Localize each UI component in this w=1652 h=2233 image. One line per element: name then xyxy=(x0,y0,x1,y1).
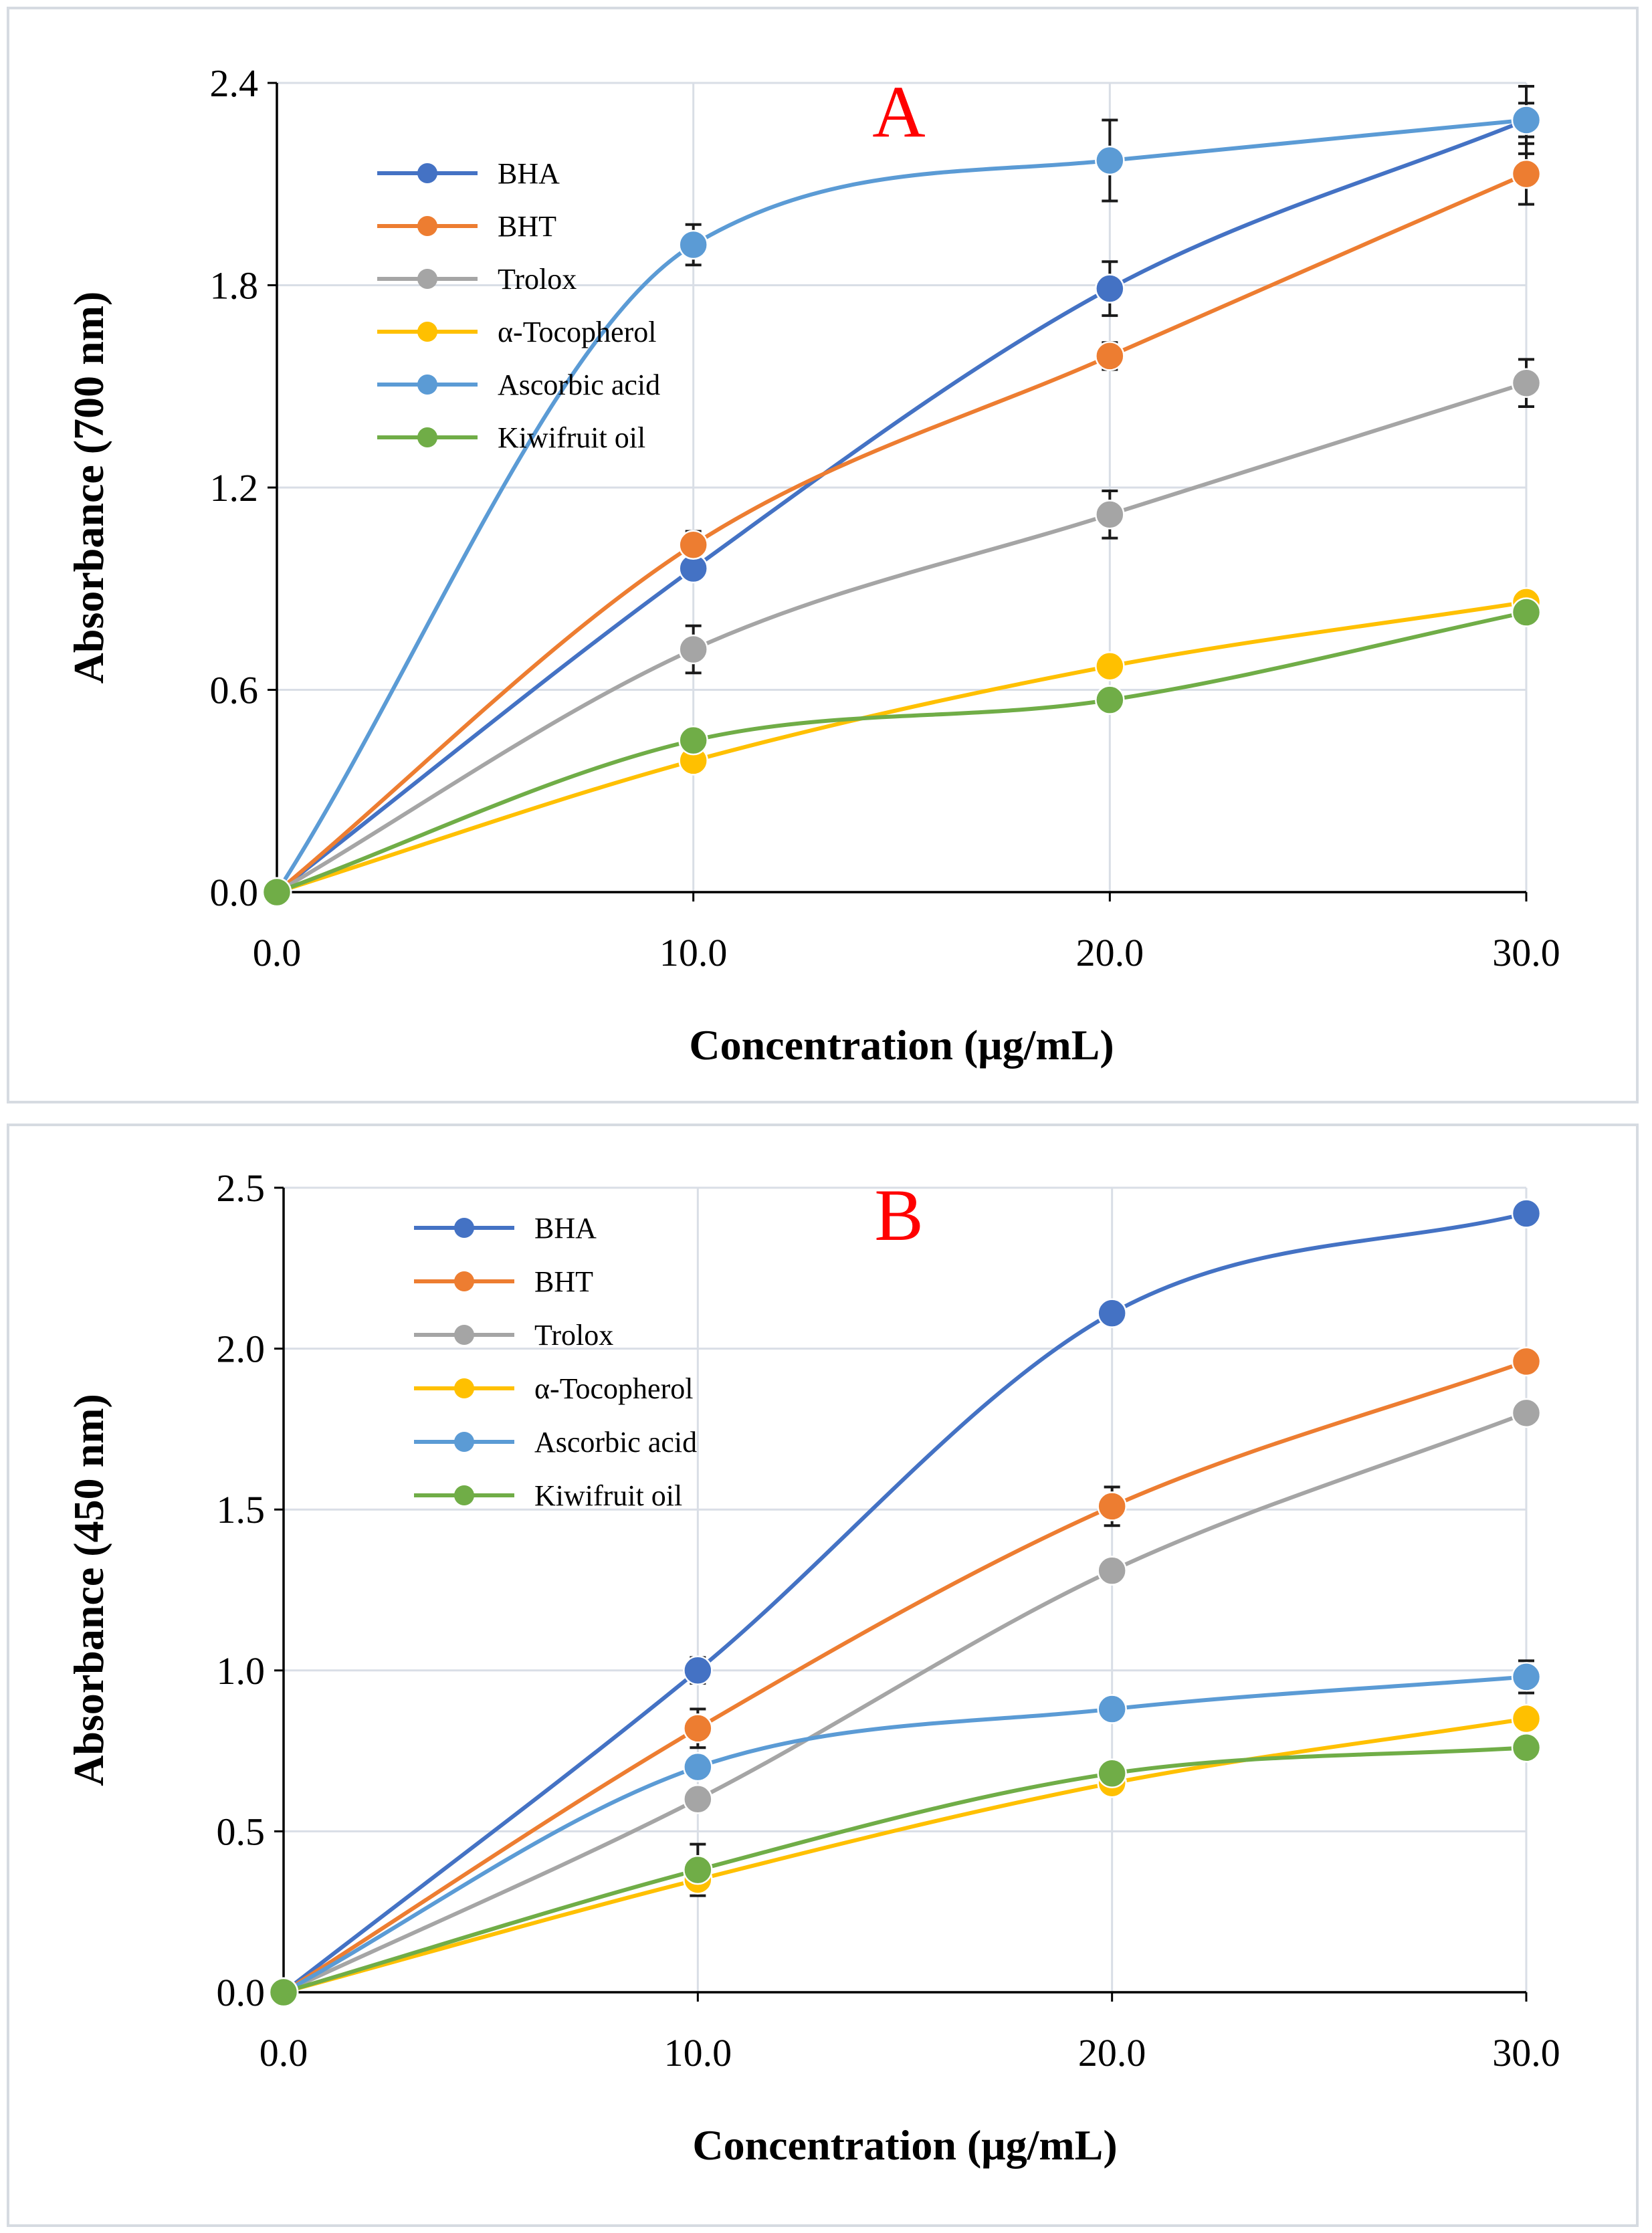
legend-swatch-marker xyxy=(454,1325,474,1345)
chart-a-svg: 0.0 0.6 1.2 1.8 2.4 0.0 10.0 20.0 30.0 Concentrat… xyxy=(65,62,1560,1069)
legend-swatch-marker xyxy=(454,1218,474,1238)
y-tick-label: 0.5 xyxy=(217,1810,266,1853)
chart-b-svg: 0.0 0.5 1.0 1.5 2.0 2.5 0.0 10.0 20.0 30.0 Concent… xyxy=(65,1166,1560,2169)
series-line-kiwifruit-oil xyxy=(276,610,1527,894)
y-axis-title: Absorbance (450 nm) xyxy=(65,1394,112,1786)
y-tick-label: 0.6 xyxy=(210,669,259,712)
data-point xyxy=(1095,685,1125,715)
legend-label: Ascorbic acid xyxy=(498,368,660,401)
data-point xyxy=(1097,1694,1127,1724)
y-tick-label: 0.0 xyxy=(210,871,259,914)
legend-swatch-marker xyxy=(417,216,437,236)
legend-swatch-marker xyxy=(417,322,437,342)
legend-label: Trolox xyxy=(534,1319,613,1352)
legend-label: Ascorbic acid xyxy=(534,1426,697,1459)
series-line-bha xyxy=(276,118,1528,894)
y-tick-label: 0.0 xyxy=(217,1971,266,2014)
y-tick-label: 2.0 xyxy=(217,1327,266,1371)
data-point xyxy=(1097,1298,1127,1328)
legend-label: Kiwifruit oil xyxy=(534,1479,682,1512)
legend-swatch-marker xyxy=(417,269,437,289)
legend-swatch-marker xyxy=(417,163,437,183)
data-point xyxy=(1511,1662,1542,1692)
legend-label: Trolox xyxy=(498,263,577,296)
data-point xyxy=(1511,158,1542,189)
legend-swatch-marker xyxy=(454,1432,474,1452)
legend-label: BHA xyxy=(498,157,560,190)
y-tick-label: 1.2 xyxy=(210,466,259,510)
data-point xyxy=(683,1655,713,1686)
x-tick-label: 0.0 xyxy=(253,931,302,974)
data-point xyxy=(678,634,708,665)
data-point xyxy=(1097,1491,1127,1521)
legend-swatch-marker xyxy=(454,1378,474,1398)
data-point xyxy=(1511,1346,1542,1377)
y-tick-label: 1.0 xyxy=(217,1649,266,1693)
legend-swatch-marker xyxy=(454,1271,474,1291)
series-line-trolox xyxy=(282,1410,1528,1994)
series-line-bha xyxy=(282,1211,1527,1994)
series-line-ascorbic-acid xyxy=(275,118,1527,893)
data-point xyxy=(678,229,708,260)
series-line-alpha_tocopherol xyxy=(283,1717,1527,1994)
data-point xyxy=(1095,145,1125,176)
y-tick-label: 1.5 xyxy=(217,1488,266,1531)
x-axis-title: Concentration (μg/mL) xyxy=(692,2121,1117,2169)
series-line-kiwifruit-oil xyxy=(283,1745,1527,1994)
x-tick-label: 20.0 xyxy=(1078,2031,1146,2075)
panel-label: A xyxy=(872,71,925,152)
data-point xyxy=(1511,1703,1542,1734)
data-point xyxy=(1511,1198,1542,1229)
data-point xyxy=(1511,368,1542,398)
legend-label: Kiwifruit oil xyxy=(498,421,645,454)
data-point xyxy=(683,1751,713,1782)
y-tick-label: 2.5 xyxy=(217,1166,266,1210)
data-point xyxy=(1511,1398,1542,1428)
x-tick-label: 20.0 xyxy=(1076,931,1144,974)
data-point xyxy=(683,1713,713,1743)
data-point xyxy=(262,877,292,908)
legend-label: α-Tocopherol xyxy=(498,316,656,348)
legend-swatch-marker xyxy=(417,427,437,447)
data-point xyxy=(268,1977,299,2008)
x-axis-title: Concentration (μg/mL) xyxy=(689,1021,1114,1069)
series-line-ascorbic-acid xyxy=(282,1675,1527,1994)
legend-swatch-marker xyxy=(454,1485,474,1505)
data-point xyxy=(678,530,708,560)
legend-label: BHT xyxy=(534,1265,593,1298)
legend-swatch-marker xyxy=(417,375,437,395)
legend-label: BHT xyxy=(498,210,556,243)
series-line-bht xyxy=(276,172,1528,894)
data-point xyxy=(1095,651,1125,681)
series-line-bht xyxy=(282,1359,1527,1994)
panel-label: B xyxy=(874,1174,923,1256)
data-point xyxy=(683,1784,713,1814)
x-tick-label: 10.0 xyxy=(659,931,728,974)
legend-label: α-Tocopherol xyxy=(534,1372,693,1405)
series-line-trolox xyxy=(276,381,1527,894)
x-tick-label: 30.0 xyxy=(1492,2031,1560,2075)
data-point xyxy=(1511,597,1542,627)
y-tick-label: 2.4 xyxy=(210,62,259,105)
data-point xyxy=(1511,105,1542,135)
x-tick-label: 10.0 xyxy=(664,2031,732,2075)
x-tick-label: 30.0 xyxy=(1492,931,1560,974)
chart-panel-b: 0.0 0.5 1.0 1.5 2.0 2.5 0.0 10.0 20.0 30.0 Concent… xyxy=(7,1124,1639,2227)
data-point xyxy=(1511,1733,1542,1763)
data-point xyxy=(1095,500,1125,530)
data-point xyxy=(1095,274,1125,304)
series-line-alpha_tocopherol xyxy=(276,600,1527,894)
y-axis-title: Absorbance (700 nm) xyxy=(65,292,112,684)
chart-panel-a: 0.0 0.6 1.2 1.8 2.4 0.0 10.0 20.0 30.0 Concentrat… xyxy=(7,7,1639,1103)
data-point xyxy=(678,725,708,756)
legend-label: BHA xyxy=(534,1212,597,1245)
y-tick-label: 1.8 xyxy=(210,264,259,308)
data-point xyxy=(1097,1758,1127,1789)
data-point xyxy=(683,1854,713,1885)
data-point xyxy=(1097,1556,1127,1586)
x-tick-label: 0.0 xyxy=(260,2031,308,2075)
data-point xyxy=(1095,341,1125,371)
